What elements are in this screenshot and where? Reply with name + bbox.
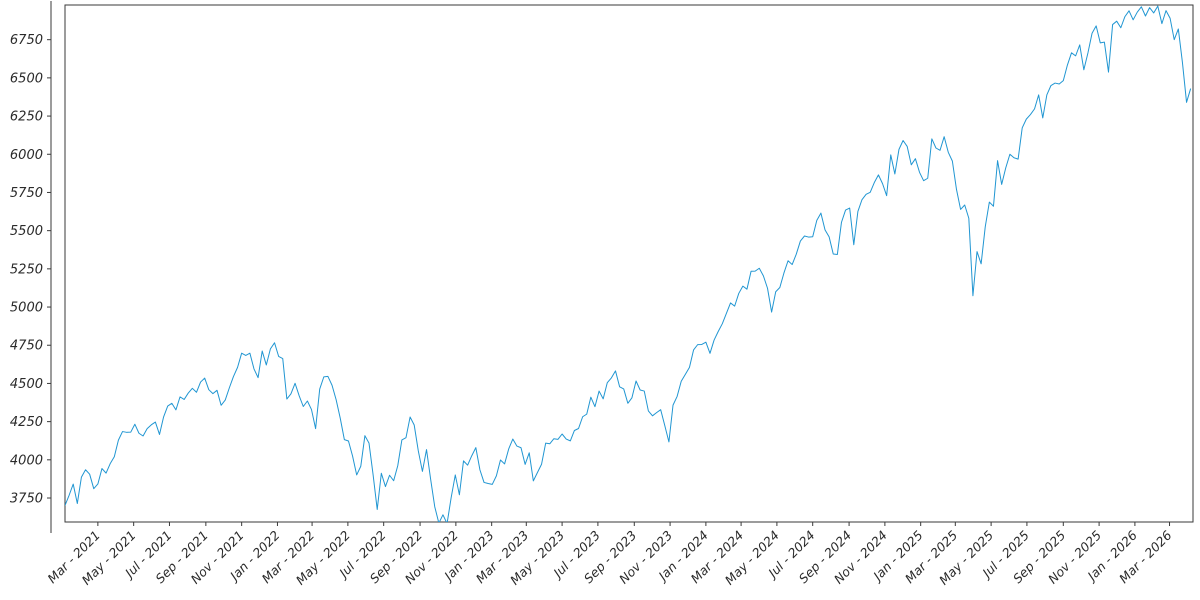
- y-tick-label: 6000: [10, 148, 43, 163]
- y-tick-label: 5000: [10, 301, 43, 316]
- y-tick-label: 6750: [10, 33, 43, 48]
- y-tick-label: 5500: [10, 224, 43, 239]
- y-axis: 3750 4000 4250 4500 4750 5000 5250 5500 5750 6000…: [10, 1, 52, 533]
- y-tick-label: 4500: [10, 377, 43, 392]
- y-tick-label: 5750: [10, 186, 43, 201]
- y-tick-label: 3750: [10, 492, 43, 507]
- series-index-price-line: [65, 5, 1192, 522]
- y-tick-label: 5250: [10, 262, 43, 277]
- plot-border: [64, 4, 1194, 523]
- y-tick-label: 6250: [10, 110, 43, 125]
- y-tick-label: 6500: [10, 71, 43, 86]
- y-tick-label: 4750: [10, 339, 43, 354]
- y-tick-label: 4000: [10, 453, 43, 468]
- y-tick-label: 4250: [10, 415, 43, 430]
